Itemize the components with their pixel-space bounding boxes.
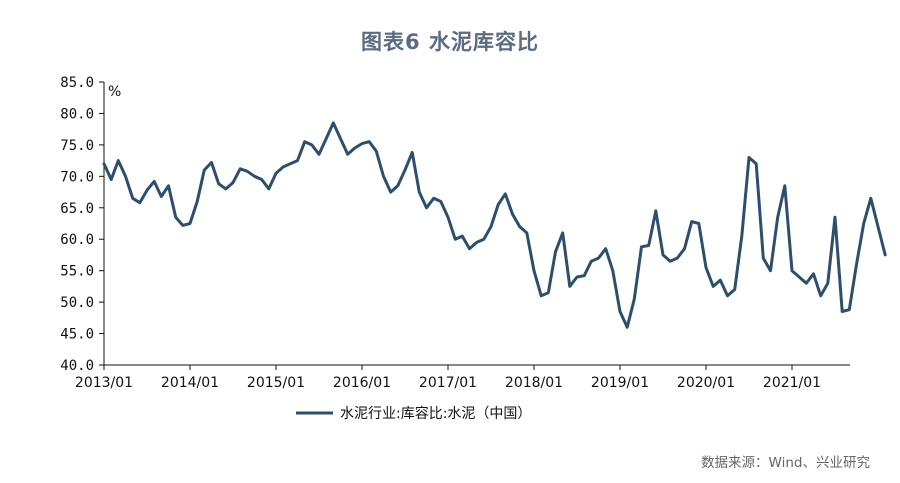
series-line	[102, 121, 887, 329]
y-axis-unit: %	[108, 84, 121, 100]
y-tick-label: 45.0	[60, 327, 94, 343]
axes: %	[103, 82, 850, 366]
y-tick-label: 50.0	[60, 295, 94, 311]
x-tick-label: 2017/01	[419, 375, 477, 391]
x-tick-label: 2016/01	[333, 375, 391, 391]
y-tick-label: 70.0	[60, 169, 94, 185]
x-tick-label: 2013/01	[75, 375, 133, 391]
y-axis-ticks: 85.0 80.0 75.0 70.0 65.0 60.0 55.0 50.0 45.0 40.0	[60, 75, 104, 374]
y-tick-label: 75.0	[60, 138, 94, 154]
x-tick-label: 2015/01	[247, 375, 305, 391]
x-tick-label: 2021/01	[763, 375, 821, 391]
legend-label: 水泥行业:库容比:水泥（中国）	[340, 405, 531, 422]
y-tick-label: 65.0	[60, 201, 94, 217]
x-axis-ticks: 2013/01 2014/01 2015/01 2016/01 2017/01 2018/…	[75, 365, 821, 391]
y-tick-label: 40.0	[60, 358, 94, 374]
x-tick-label: 2014/01	[161, 375, 219, 391]
x-tick-label: 2019/01	[591, 375, 649, 391]
x-tick-label: 2018/01	[505, 375, 563, 391]
y-tick-label: 85.0	[60, 75, 94, 91]
chart-title: 图表6 水泥库容比	[361, 30, 539, 54]
legend: 水泥行业:库容比:水泥（中国）	[296, 405, 531, 422]
x-tick-label: 2020/01	[677, 375, 735, 391]
y-tick-label: 60.0	[60, 232, 94, 248]
y-tick-label: 55.0	[60, 264, 94, 280]
y-tick-label: 80.0	[60, 106, 94, 122]
data-source: 数据来源：Wind、兴业研究	[701, 455, 870, 471]
